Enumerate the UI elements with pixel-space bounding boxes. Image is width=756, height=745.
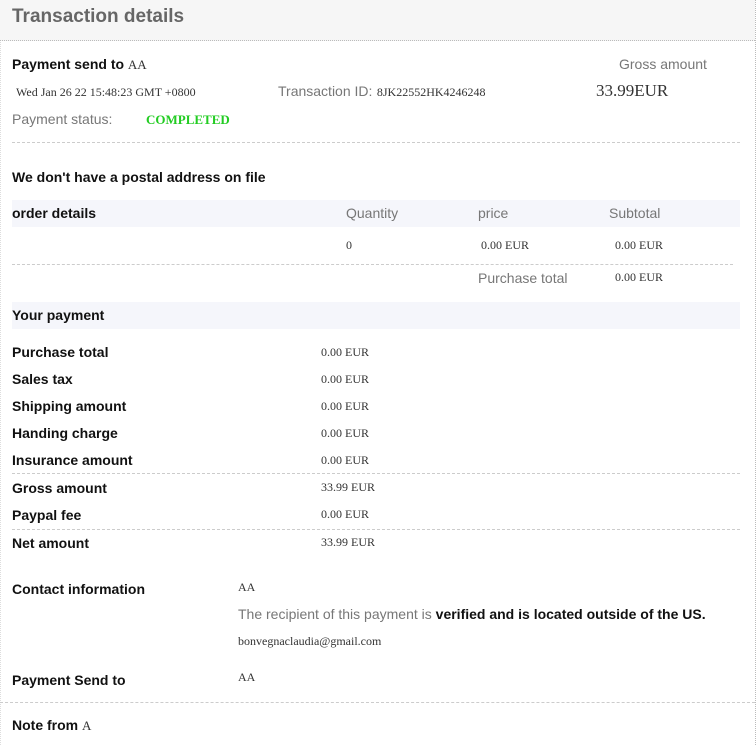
contact-info-label: Contact information	[12, 581, 145, 597]
your-payment-header-row	[12, 302, 740, 329]
verified-status: verified and is located outside of the U…	[435, 606, 706, 622]
payment-row-label: Purchase total	[12, 344, 109, 360]
payment-row-label: Paypal fee	[12, 507, 82, 523]
payment-row-value: 0.00 EUR	[321, 507, 369, 521]
payment-row-label: Net amount	[12, 535, 89, 551]
divider	[12, 264, 733, 265]
your-payment-title: Your payment	[12, 307, 105, 323]
payment-row-value: 0.00 EUR	[321, 345, 369, 359]
order-header-row	[12, 200, 740, 227]
quantity-header: Quantity	[346, 205, 399, 221]
divider	[0, 702, 755, 703]
payment-row-value: 0.00 EUR	[321, 453, 369, 467]
payment-row-label: Gross amount	[12, 480, 107, 496]
payment-status-badge: COMPLETED	[146, 112, 230, 127]
gross-amount-label: Gross amount	[619, 56, 707, 72]
payment-row-label: Handing charge	[12, 425, 118, 441]
purchase-total-value: 0.00 EUR	[615, 270, 663, 284]
header-bar: Transaction details	[0, 0, 755, 41]
payment-row-value: 33.99 EUR	[321, 480, 375, 494]
send-to-summary: Payment send to AA	[12, 55, 147, 73]
order-details-header: order details	[12, 205, 97, 221]
order-quantity: 0	[346, 238, 352, 252]
gross-amount-value: 33.99EUR	[596, 81, 669, 100]
payment-send-to-value: AA	[238, 670, 256, 684]
transaction-date: Wed Jan 26 22 15:48:23 GMT +0800	[16, 85, 196, 99]
postal-notice: We don't have a postal address on file	[12, 169, 266, 185]
payment-send-to-label: Payment Send to	[12, 672, 126, 688]
payment-row-label: Insurance amount	[12, 452, 133, 468]
payment-row-label: Sales tax	[12, 371, 73, 387]
verified-notice: The recipient of this payment is verifie…	[238, 605, 706, 623]
payment-row-label: Shipping amount	[12, 398, 127, 414]
note-from-value: A	[82, 718, 92, 733]
payment-row-value: 0.00 EUR	[321, 372, 369, 386]
transaction-id-value: 8JK22552HK4246248	[376, 85, 486, 99]
page-title: Transaction details	[12, 6, 185, 27]
send-to-value: AA	[127, 57, 147, 72]
divider	[12, 529, 740, 530]
payment-status-label: Payment status:	[12, 111, 113, 127]
order-subtotal: 0.00 EUR	[615, 238, 663, 252]
payment-row-value: 33.99 EUR	[321, 535, 375, 549]
note-from: Note from A	[12, 716, 91, 734]
price-header: price	[478, 205, 509, 221]
divider	[12, 473, 740, 474]
payment-row-value: 0.00 EUR	[321, 399, 369, 413]
send-to-label: Payment send to	[12, 56, 125, 72]
transaction-id-label: Transaction ID:	[278, 83, 373, 99]
note-from-label: Note from	[12, 717, 79, 733]
verified-prefix: The recipient of this payment is	[238, 606, 436, 622]
contact-name: AA	[238, 580, 256, 594]
transaction-id: Transaction ID: 8JK22552HK4246248	[278, 82, 486, 100]
payment-row-value: 0.00 EUR	[321, 426, 369, 440]
purchase-total-label: Purchase total	[478, 270, 568, 286]
divider	[12, 142, 740, 143]
contact-email[interactable]: bonvegnaclaudia@gmail.com	[238, 634, 382, 648]
order-price: 0.00 EUR	[481, 238, 529, 252]
subtotal-header: Subtotal	[609, 205, 661, 221]
